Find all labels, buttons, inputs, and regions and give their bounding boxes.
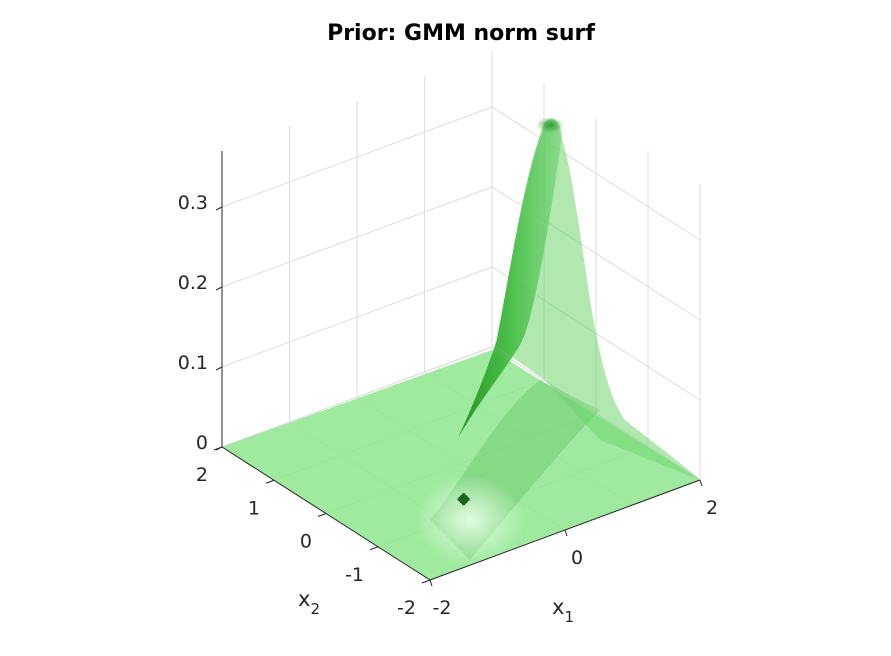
y-tick-mark [265, 479, 275, 484]
axes-lines [213, 151, 703, 587]
y-tick-label: -2 [397, 597, 416, 619]
z-tick-label: 0.1 [178, 352, 208, 374]
x-axis-label: x1 [552, 595, 574, 626]
chart-title: Prior: GMM norm surf [327, 21, 595, 46]
y-tick-label: 0 [300, 531, 312, 553]
grid-line-backwall-z [221, 186, 493, 288]
grid-line-sidewall-z [491, 106, 701, 241]
z-tick-mark [215, 206, 223, 211]
z-tick-mark [215, 366, 223, 371]
x-tick-label: 0 [571, 547, 583, 569]
surface-peak-glow [536, 117, 564, 133]
z-tick-label: 0.3 [178, 192, 208, 214]
y-tick-mark [317, 513, 327, 517]
grid-line-backwall-z [221, 106, 493, 208]
surface-floor-highlight [415, 475, 525, 565]
x-tick-mark [429, 579, 433, 587]
z-tick-label: 0 [196, 432, 208, 454]
data-point-marker-cross [457, 493, 470, 506]
y-tick-mark [369, 546, 379, 551]
y-tick-label: 2 [196, 464, 208, 486]
y-tick-label: 1 [248, 497, 260, 519]
grid-line-backwall-z [221, 266, 493, 368]
y-axis-label: x2 [298, 587, 320, 618]
grid-line-floor-y [221, 346, 493, 448]
x-tick-mark [699, 479, 703, 487]
y-tick-mark [421, 579, 431, 584]
y-tick-label: -1 [345, 564, 364, 586]
x-tick-label: 2 [706, 497, 718, 519]
z-tick-mark [215, 446, 223, 451]
surface-ridge-front [458, 118, 562, 438]
x-tick-label: -2 [433, 597, 452, 619]
z-tick-mark [215, 286, 223, 291]
z-tick-label: 0.2 [178, 272, 208, 294]
x-tick-mark [564, 529, 568, 537]
